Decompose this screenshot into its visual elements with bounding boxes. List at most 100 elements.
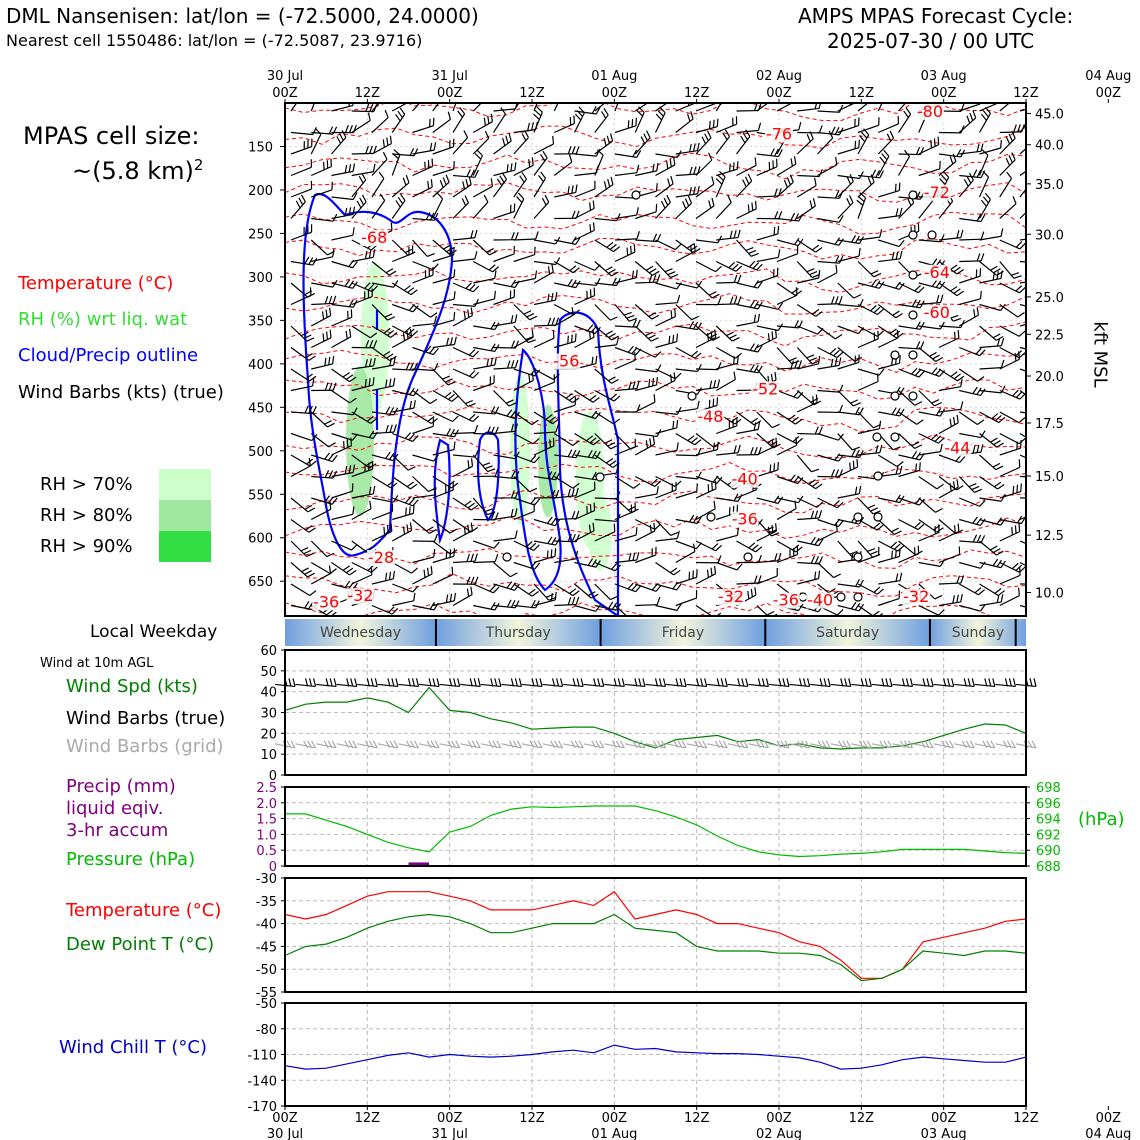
wind-barb-flag — [365, 103, 370, 112]
wind-barb-flag — [757, 313, 761, 322]
grid-wind-barb-flag — [660, 740, 667, 749]
calm-wind-circle — [743, 552, 753, 562]
wind-barb-flag — [645, 440, 649, 449]
wind-barb-flag — [737, 444, 741, 453]
true-wind-barb-flag — [963, 678, 967, 687]
wind-barb-flag — [808, 479, 816, 485]
wind-barb-flag — [798, 121, 802, 130]
wind-barb — [391, 561, 412, 574]
wind-barb-flag — [990, 437, 998, 443]
wind-barb — [695, 508, 716, 521]
grid-wind-barb-flag — [735, 740, 741, 749]
bottom-time-date: 01 Aug — [591, 1127, 637, 1140]
wind-barb-flag — [1042, 490, 1045, 498]
temperature-contour — [285, 211, 1026, 235]
wind-barb — [837, 325, 859, 335]
wind-barb-flag — [449, 593, 453, 602]
wind-barb — [938, 325, 961, 329]
wind-barb-flag — [735, 265, 743, 272]
wind-barb-flag — [393, 149, 401, 156]
true-wind-barb-flag — [305, 678, 309, 687]
wind-barb — [1019, 260, 1026, 263]
wind-barb-flag — [744, 176, 750, 185]
wind-barb — [918, 239, 941, 243]
cloud-outline — [476, 431, 500, 522]
wind-barb-flag — [547, 536, 553, 544]
wind-barb-flag — [778, 211, 783, 219]
true-wind-barb — [995, 683, 1016, 688]
wind-barb-flag — [295, 200, 301, 209]
wind-barb-flag — [676, 530, 680, 539]
wind-barb-flag — [980, 113, 987, 121]
wind-barb-flag — [589, 437, 597, 444]
wind-barb-flag — [1013, 124, 1017, 133]
wind-barb-flag — [411, 567, 419, 574]
wind-barb — [898, 540, 916, 556]
bottom-time-hour: 12Z — [519, 1111, 545, 1126]
wind-barb-flag — [470, 307, 473, 316]
wind-barb-flag — [1020, 483, 1022, 492]
height-tick-label: 10.0 — [1035, 587, 1064, 602]
wind-barb-flag — [794, 320, 799, 328]
wind-barb — [391, 454, 409, 471]
grid-wind-barb-flag — [784, 740, 790, 749]
wind-barb-flag — [470, 169, 475, 178]
wind-barb-flag — [529, 487, 538, 493]
true-wind-barb-flag — [741, 678, 745, 687]
wind-barb-flag — [505, 135, 509, 144]
calm-wind-circle — [873, 512, 883, 522]
wind-barb — [331, 432, 353, 441]
pressure-ytick-label: 690 — [1036, 844, 1061, 859]
wind-barb-flag — [568, 395, 577, 401]
wind-barb-flag — [314, 127, 322, 135]
wind-barb-flag — [899, 408, 905, 417]
wind-barb-flag — [996, 517, 1003, 525]
wind-barb-flag — [794, 213, 800, 221]
wind-barb-flag — [349, 569, 357, 576]
wind-barb-flag — [531, 372, 534, 381]
pressure-tick-label: 650 — [248, 575, 273, 590]
wind-barb-flag — [336, 136, 342, 144]
wind-barb-flag — [306, 552, 315, 558]
temperature-panel-ytick-label: -50 — [256, 963, 277, 978]
wind-barb-flag — [536, 106, 543, 113]
wind-barb-flag — [457, 110, 463, 118]
wind-barb — [1019, 475, 1026, 478]
wind-barb-flag — [666, 160, 669, 169]
wind-barb-flag — [891, 407, 897, 415]
wind-barb-flag — [833, 500, 840, 507]
grid-wind-barb-flag — [430, 740, 436, 749]
wind-barb — [432, 519, 451, 534]
wind-barb-flag — [429, 346, 436, 354]
grid-wind-barb-flag — [640, 740, 646, 749]
wind-barb-flag — [567, 278, 573, 287]
wind-barb-flag — [344, 124, 349, 133]
true-wind-barb-flag — [617, 678, 621, 687]
wind-barb-flag — [980, 444, 984, 453]
wind-barb — [695, 260, 716, 273]
grid-wind-barb — [336, 743, 357, 749]
wind-barb-flag — [810, 555, 816, 564]
wind-barb-flag — [490, 343, 496, 352]
wind-barb — [897, 156, 911, 176]
wind-barb-flag — [615, 603, 622, 611]
wind-barb-flag — [814, 556, 820, 564]
wind-barb-flag — [712, 119, 715, 128]
wind-barb-flag — [753, 575, 758, 584]
calm-wind-circle — [908, 350, 918, 360]
wind-barb-flag — [330, 611, 337, 616]
wind-barb-flag — [490, 426, 495, 435]
wind-barb-flag — [648, 334, 656, 339]
wind-barb-flag — [322, 333, 325, 342]
wind-barb-flag — [696, 185, 700, 194]
wind-barb-flag — [911, 299, 917, 307]
wind-barb-flag — [483, 117, 487, 126]
true-wind-barb-flag — [658, 678, 663, 687]
windchill-panel-ytick-label: -140 — [247, 1074, 277, 1089]
grid-wind-barb-flag — [405, 740, 412, 749]
grid-wind-barb-flag — [327, 740, 333, 749]
true-wind-barb-flag — [720, 678, 724, 687]
temperature-label-bg — [943, 440, 972, 457]
wind-barb-flag — [771, 524, 774, 533]
wind-barb-flag — [934, 594, 943, 600]
